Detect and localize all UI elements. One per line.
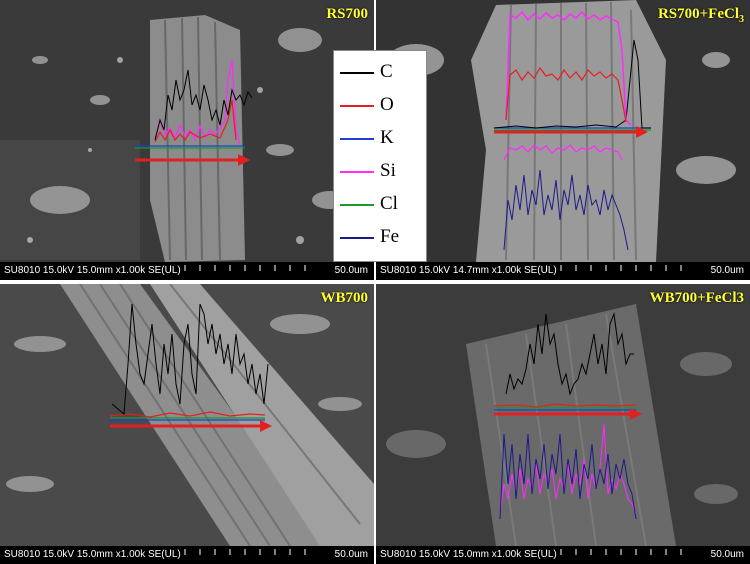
panel-rs700-fecl3: RS700+FeCl3 SU8010 15.0kV 14.7mm x1.00k … [376, 0, 750, 280]
scale-bar-label: 50.0um [710, 549, 744, 560]
legend-swatch [340, 138, 374, 140]
legend-swatch [340, 204, 374, 206]
legend-item-cl: Cl [340, 193, 422, 215]
element-legend: C O K Si Cl Fe [333, 50, 427, 262]
legend-swatch [340, 237, 374, 239]
legend-item-c: C [340, 61, 422, 83]
legend-item-si: Si [340, 160, 422, 182]
sem-info-bar: SU8010 15.0kV 15.0mm x1.00k SE(UL) 50.0u… [0, 546, 374, 564]
scale-bar-ticks [170, 549, 306, 555]
scale-bar-ticks [170, 265, 306, 271]
sem-metadata: SU8010 15.0kV 15.0mm x1.00k SE(UL) [380, 549, 557, 560]
legend-item-k: K [340, 127, 422, 149]
legend-label: C [380, 61, 393, 82]
legend-swatch [340, 105, 374, 107]
scale-bar-ticks [546, 265, 682, 271]
sem-metadata: SU8010 15.0kV 14.7mm x1.00k SE(UL) [380, 265, 557, 276]
legend-label: O [380, 94, 394, 115]
scale-bar-ticks [546, 549, 682, 555]
legend-item-o: O [340, 94, 422, 116]
legend-label: K [380, 127, 394, 148]
sem-image-rs700 [0, 0, 374, 280]
legend-swatch [340, 171, 374, 173]
panel-label: WB700+FeCl3 [649, 290, 744, 306]
legend-item-fe: Fe [340, 226, 422, 248]
sem-info-bar: SU8010 15.0kV 15.0mm x1.00k SE(UL) 50.0u… [0, 262, 374, 280]
panel-label: RS700+FeCl3 [657, 6, 744, 25]
legend-label: Cl [380, 193, 398, 214]
panel-wb700: WB700 SU8010 15.0kV 15.0mm x1.00k SE(UL)… [0, 284, 374, 564]
panel-wb700-fecl3: WB700+FeCl3 SU8010 15.0kV 15.0mm x1.00k … [376, 284, 750, 564]
sem-image-wb700-fecl3 [376, 284, 750, 564]
panel-rs700: RS700 SU8010 15.0kV 15.0mm x1.00k SE(UL)… [0, 0, 374, 280]
legend-label: Fe [380, 226, 399, 247]
sem-image-wb700 [0, 284, 374, 564]
sem-metadata: SU8010 15.0kV 15.0mm x1.00k SE(UL) [4, 265, 181, 276]
sem-metadata: SU8010 15.0kV 15.0mm x1.00k SE(UL) [4, 549, 181, 560]
sem-info-bar: SU8010 15.0kV 14.7mm x1.00k SE(UL) 50.0u… [376, 262, 750, 280]
scale-bar-label: 50.0um [710, 265, 744, 276]
legend-label: Si [380, 160, 396, 181]
sem-image-rs700-fecl3 [376, 0, 750, 280]
scale-bar-label: 50.0um [334, 549, 368, 560]
sem-info-bar: SU8010 15.0kV 15.0mm x1.00k SE(UL) 50.0u… [376, 546, 750, 564]
panel-label: WB700 [320, 290, 368, 306]
scale-bar-label: 50.0um [334, 265, 368, 276]
panel-label: RS700 [326, 6, 368, 22]
legend-swatch [340, 72, 374, 74]
